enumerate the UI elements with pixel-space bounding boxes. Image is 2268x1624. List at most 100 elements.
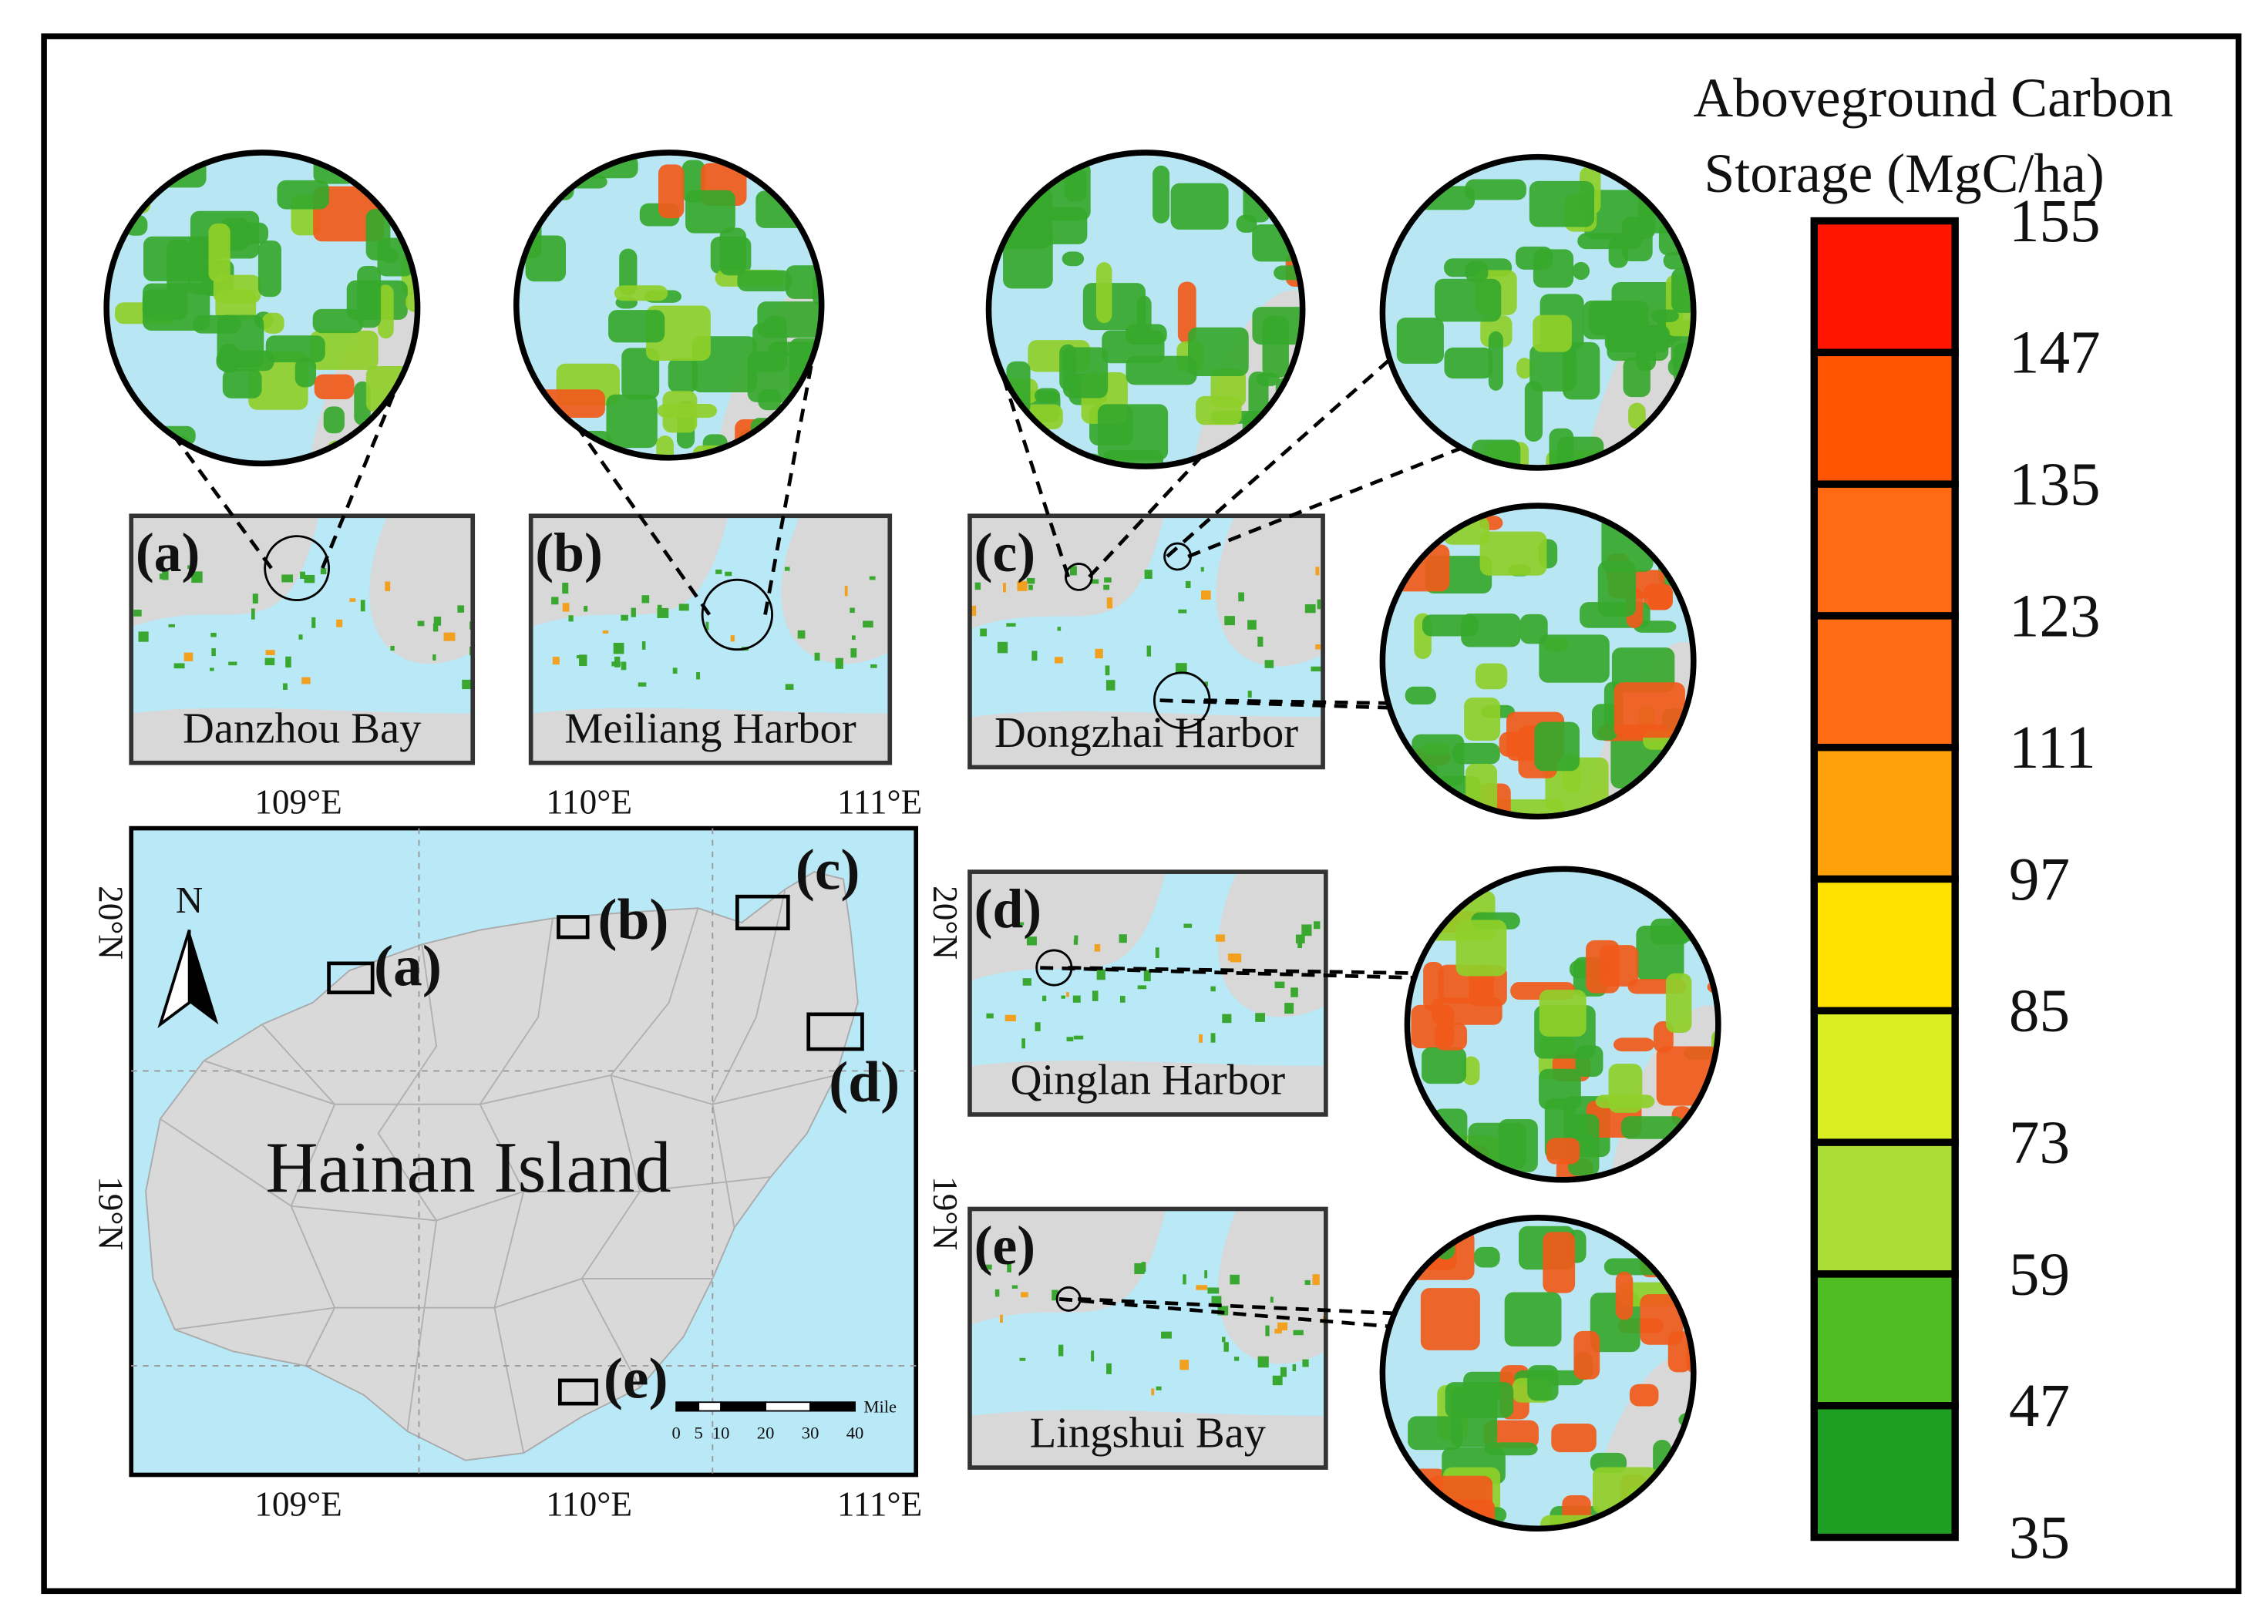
- vegetation: [552, 657, 560, 665]
- vegetation: [1233, 1357, 1240, 1361]
- vegetation: [1504, 1292, 1562, 1347]
- vegetation: [819, 405, 822, 451]
- vegetation: [1675, 202, 1694, 237]
- source-circle: [701, 578, 773, 651]
- colorbar-segment: [1810, 1402, 1959, 1542]
- legend-tick-label: 147: [2009, 319, 2101, 387]
- vegetation: [1611, 647, 1675, 693]
- vegetation: [1270, 1296, 1274, 1303]
- vegetation: [1082, 283, 1146, 331]
- vegetation: [579, 654, 587, 667]
- study-area-box: [735, 894, 790, 931]
- colorbar-segment: [1810, 1270, 1959, 1410]
- lon-label: 111°E: [837, 783, 922, 822]
- vegetation: [1272, 1375, 1283, 1386]
- vegetation: [814, 652, 820, 661]
- vegetation: [1636, 329, 1656, 372]
- vegetation: [1708, 1104, 1718, 1132]
- vegetation: [1052, 1289, 1058, 1301]
- vegetation: [1255, 1013, 1265, 1022]
- vegetation: [283, 683, 288, 690]
- study-area-box: [557, 1378, 598, 1406]
- vegetation: [1177, 281, 1196, 344]
- vegetation: [1057, 627, 1062, 631]
- scale-bar-segment: [765, 1401, 812, 1412]
- vegetation: [851, 635, 856, 641]
- colorbar-segment: [1810, 875, 1959, 1015]
- vegetation: [869, 576, 876, 580]
- vegetation: [168, 624, 175, 627]
- vegetation: [997, 641, 1008, 654]
- vegetation: [786, 265, 822, 299]
- inset-name: Qinglan Harbor: [1011, 1057, 1286, 1105]
- vegetation: [737, 270, 792, 292]
- vegetation: [1290, 987, 1298, 997]
- vegetation: [1091, 1350, 1095, 1362]
- vegetation: [1106, 1363, 1112, 1374]
- inset-frame: [129, 513, 476, 765]
- vegetation: [1494, 799, 1566, 817]
- vegetation: [1144, 570, 1153, 580]
- vegetation: [1021, 1038, 1025, 1049]
- vegetation: [1529, 180, 1595, 227]
- vegetation: [1066, 1037, 1074, 1042]
- vegetation: [1681, 411, 1694, 433]
- vegetation: [1035, 1022, 1041, 1032]
- vegetation: [1615, 1271, 1634, 1320]
- vegetation: [970, 605, 977, 617]
- vegetation: [1539, 634, 1610, 683]
- vegetation: [277, 180, 329, 210]
- vegetation: [360, 600, 365, 612]
- vegetation: [462, 679, 473, 690]
- vegetation: [1710, 1078, 1718, 1103]
- vegetation: [1274, 265, 1303, 281]
- vegetation: [1311, 666, 1322, 672]
- region-label: (b): [597, 888, 668, 952]
- vegetation: [870, 664, 877, 668]
- vegetation: [803, 202, 822, 224]
- vegetation: [301, 677, 311, 684]
- colorbar-segment: [1810, 744, 1959, 883]
- vegetation: [1654, 781, 1694, 817]
- inset-frame: [967, 513, 1325, 770]
- inset-panel: [131, 516, 473, 763]
- vegetation: [757, 301, 822, 338]
- vegetation: [1062, 251, 1085, 267]
- vegetation: [1464, 698, 1501, 741]
- vegetation: [1573, 1330, 1600, 1380]
- vegetation: [1431, 997, 1502, 1025]
- vegetation: [1257, 1356, 1269, 1368]
- vegetation: [1677, 432, 1694, 469]
- scale-bar-segment: [698, 1401, 722, 1412]
- vegetation: [1188, 327, 1249, 376]
- vegetation: [1462, 1056, 1480, 1085]
- legend-tick-label: 73: [2009, 1109, 2070, 1177]
- vegetation: [1572, 261, 1590, 281]
- vegetation: [1434, 278, 1502, 322]
- vegetation: [385, 581, 391, 591]
- legend-tick-label: 135: [2009, 451, 2101, 519]
- vegetation: [980, 628, 988, 637]
- vegetation: [1003, 583, 1006, 593]
- vegetation: [1665, 973, 1692, 1033]
- vegetation: [432, 623, 439, 632]
- legend-tick-label: 59: [2009, 1240, 2070, 1308]
- vegetation: [1534, 721, 1580, 772]
- lon-label: 109°E: [254, 783, 342, 822]
- vegetation: [323, 406, 345, 434]
- scale-bar-segment: [675, 1401, 700, 1412]
- vegetation: [608, 310, 665, 343]
- vegetation: [705, 621, 709, 630]
- lon-label: 109°E: [254, 1484, 342, 1523]
- vegetation: [1247, 691, 1252, 698]
- vegetation: [336, 619, 343, 627]
- vegetation: [784, 567, 790, 571]
- vegetation: [1516, 358, 1533, 379]
- vegetation: [562, 603, 570, 612]
- vegetation: [602, 630, 609, 634]
- vegetation: [619, 248, 638, 296]
- vegetation: [213, 274, 261, 304]
- region-label: (a): [374, 934, 442, 998]
- vegetation: [725, 571, 732, 577]
- inset-frame: [528, 513, 893, 765]
